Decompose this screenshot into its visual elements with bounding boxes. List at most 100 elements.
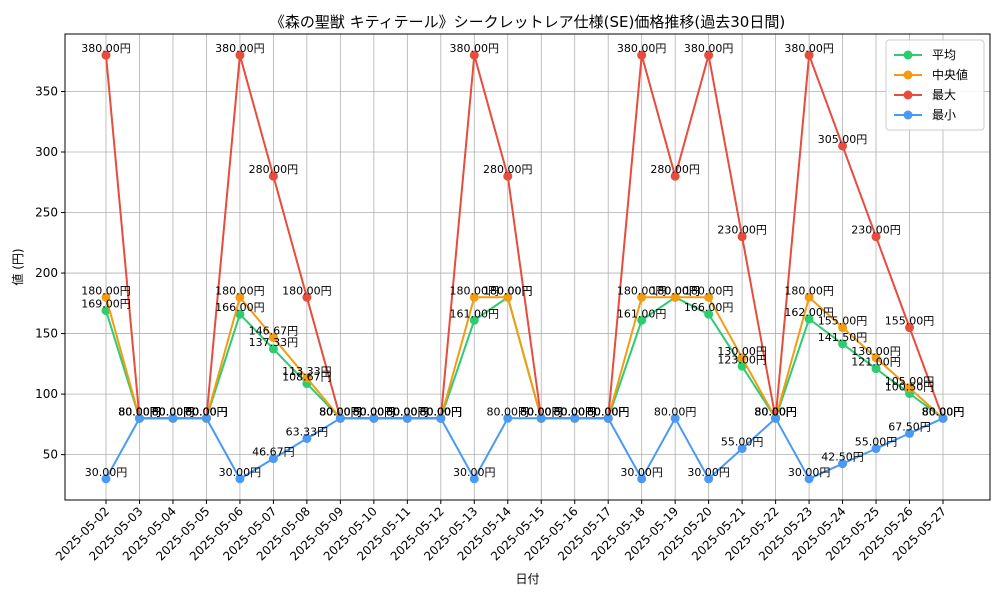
data-point (670, 292, 680, 302)
data-label: 80.00円 (420, 405, 463, 418)
data-label: 180.00円 (617, 284, 667, 297)
data-point (536, 413, 546, 423)
data-point (637, 315, 647, 325)
data-point (268, 333, 278, 343)
data-label: 180.00円 (282, 284, 332, 297)
data-label: 42.50円 (821, 451, 864, 464)
data-point (938, 413, 948, 423)
data-label: 155.00円 (885, 315, 935, 328)
data-label: 30.00円 (788, 466, 831, 479)
data-point (134, 413, 144, 423)
data-label: 166.00円 (684, 301, 734, 314)
data-point (905, 383, 915, 393)
data-label: 380.00円 (81, 42, 131, 55)
data-label: 80.00円 (386, 405, 429, 418)
data-point (570, 413, 580, 423)
grid (65, 34, 990, 500)
data-label: 80.00円 (353, 405, 396, 418)
data-label: 80.00円 (754, 405, 797, 418)
data-label: 80.00円 (185, 405, 228, 418)
data-label: 80.00円 (420, 405, 463, 418)
data-point (503, 413, 513, 423)
data-label: 80.00円 (587, 405, 630, 418)
data-label: 80.00円 (520, 405, 563, 418)
data-label: 80.00円 (420, 405, 463, 418)
data-label: 80.00円 (553, 405, 596, 418)
y-tick-label: 300 (35, 145, 58, 159)
legend-label: 平均 (932, 48, 956, 62)
data-label: 80.00円 (118, 405, 161, 418)
data-point (737, 232, 747, 242)
data-point (637, 292, 647, 302)
data-point (302, 433, 312, 443)
data-point (871, 232, 881, 242)
data-label: 80.00円 (353, 405, 396, 418)
data-label: 80.00円 (118, 405, 161, 418)
data-label: 80.00円 (520, 405, 563, 418)
data-label: 80.00円 (754, 405, 797, 418)
data-point (737, 361, 747, 371)
data-label: 80.00円 (922, 405, 965, 418)
y-tick-label: 200 (35, 266, 58, 280)
y-tick-label: 150 (35, 327, 58, 341)
data-point (737, 444, 747, 454)
data-labels: 169.00円80.00円80.00円80.00円166.00円137.33円1… (81, 42, 964, 479)
data-label: 380.00円 (450, 42, 500, 55)
data-label: 80.00円 (922, 405, 965, 418)
y-axis-label: 値 (円) (10, 248, 25, 285)
data-label: 180.00円 (650, 284, 700, 297)
data-label: 141.50円 (818, 331, 868, 344)
data-point (704, 292, 714, 302)
data-point (369, 413, 379, 423)
data-label: 80.00円 (553, 405, 596, 418)
data-point (838, 323, 848, 333)
data-point (670, 171, 680, 181)
data-label: 80.00円 (152, 405, 195, 418)
axes: 2025-05-022025-05-032025-05-042025-05-05… (35, 84, 949, 563)
data-label: 30.00円 (85, 466, 128, 479)
data-point (871, 364, 881, 374)
data-point (871, 353, 881, 363)
data-label: 67.50円 (888, 420, 931, 433)
data-point (469, 315, 479, 325)
data-point (804, 292, 814, 302)
series-line-2 (105, 54, 944, 420)
data-label: 180.00円 (81, 284, 131, 297)
data-point (101, 50, 111, 60)
data-label: 180.00円 (483, 284, 533, 297)
data-label: 180.00円 (784, 284, 834, 297)
data-point (503, 292, 513, 302)
data-point (804, 474, 814, 484)
data-point (737, 353, 747, 363)
data-label: 80.00円 (386, 405, 429, 418)
data-point (168, 413, 178, 423)
data-label: 180.00円 (483, 284, 533, 297)
data-label: 80.00円 (319, 405, 362, 418)
data-label: 80.00円 (754, 405, 797, 418)
data-point (603, 413, 613, 423)
data-point (838, 141, 848, 151)
data-label: 280.00円 (249, 163, 299, 176)
data-label: 80.00円 (922, 405, 965, 418)
data-point (503, 171, 513, 181)
data-label: 80.00円 (353, 405, 396, 418)
data-label: 80.00円 (319, 405, 362, 418)
legend-label: 最小 (932, 108, 956, 122)
data-point (268, 171, 278, 181)
data-label: 113.33円 (282, 365, 332, 378)
data-label: 80.00円 (319, 405, 362, 418)
data-point (804, 314, 814, 324)
data-point (704, 50, 714, 60)
data-point (637, 50, 647, 60)
y-tick-label: 50 (43, 448, 58, 462)
y-tick-label: 100 (35, 387, 58, 401)
data-label: 161.00円 (450, 307, 500, 320)
legend-marker (903, 70, 913, 80)
data-label: 30.00円 (620, 466, 663, 479)
data-label: 80.00円 (152, 405, 195, 418)
data-label: 80.00円 (319, 405, 362, 418)
data-label: 80.00円 (587, 405, 630, 418)
data-label: 80.00円 (520, 405, 563, 418)
data-label: 80.00円 (386, 405, 429, 418)
